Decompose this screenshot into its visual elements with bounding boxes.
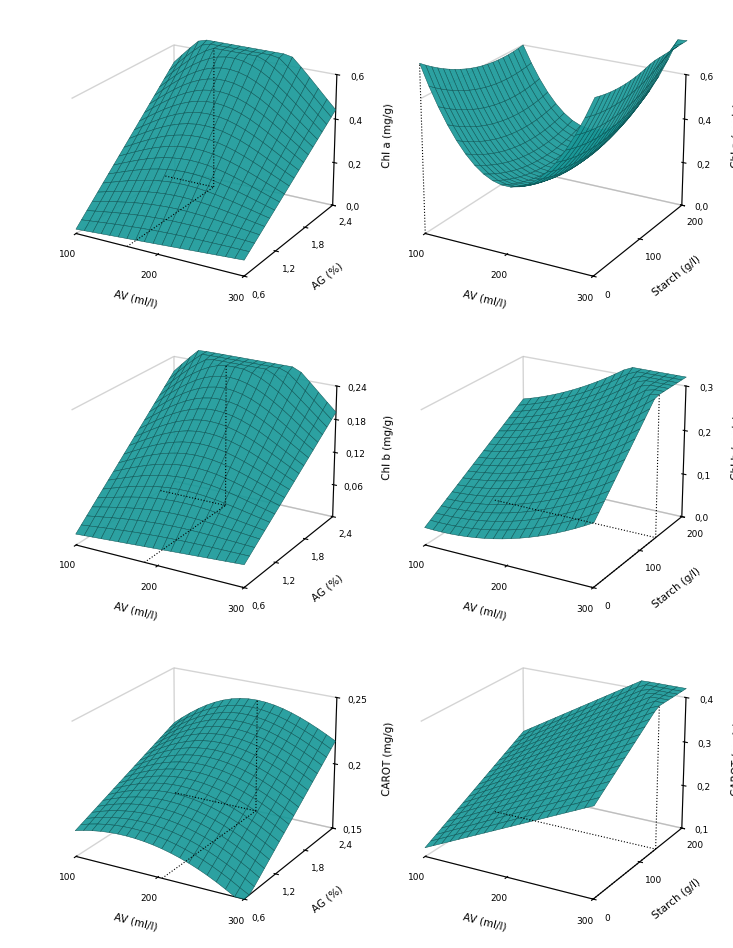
X-axis label: AV (ml/l): AV (ml/l) — [113, 601, 158, 621]
Y-axis label: Starch (g/l): Starch (g/l) — [650, 877, 702, 921]
Y-axis label: Starch (g/l): Starch (g/l) — [650, 254, 702, 299]
X-axis label: AV (ml/l): AV (ml/l) — [462, 912, 507, 933]
X-axis label: AV (ml/l): AV (ml/l) — [113, 912, 158, 933]
Y-axis label: Starch (g/l): Starch (g/l) — [650, 566, 702, 610]
Y-axis label: AG (%): AG (%) — [310, 573, 345, 603]
X-axis label: AV (ml/l): AV (ml/l) — [462, 289, 507, 310]
X-axis label: AV (ml/l): AV (ml/l) — [462, 601, 507, 621]
X-axis label: AV (ml/l): AV (ml/l) — [113, 289, 158, 310]
Y-axis label: AG (%): AG (%) — [310, 884, 345, 915]
Y-axis label: AG (%): AG (%) — [310, 261, 345, 292]
